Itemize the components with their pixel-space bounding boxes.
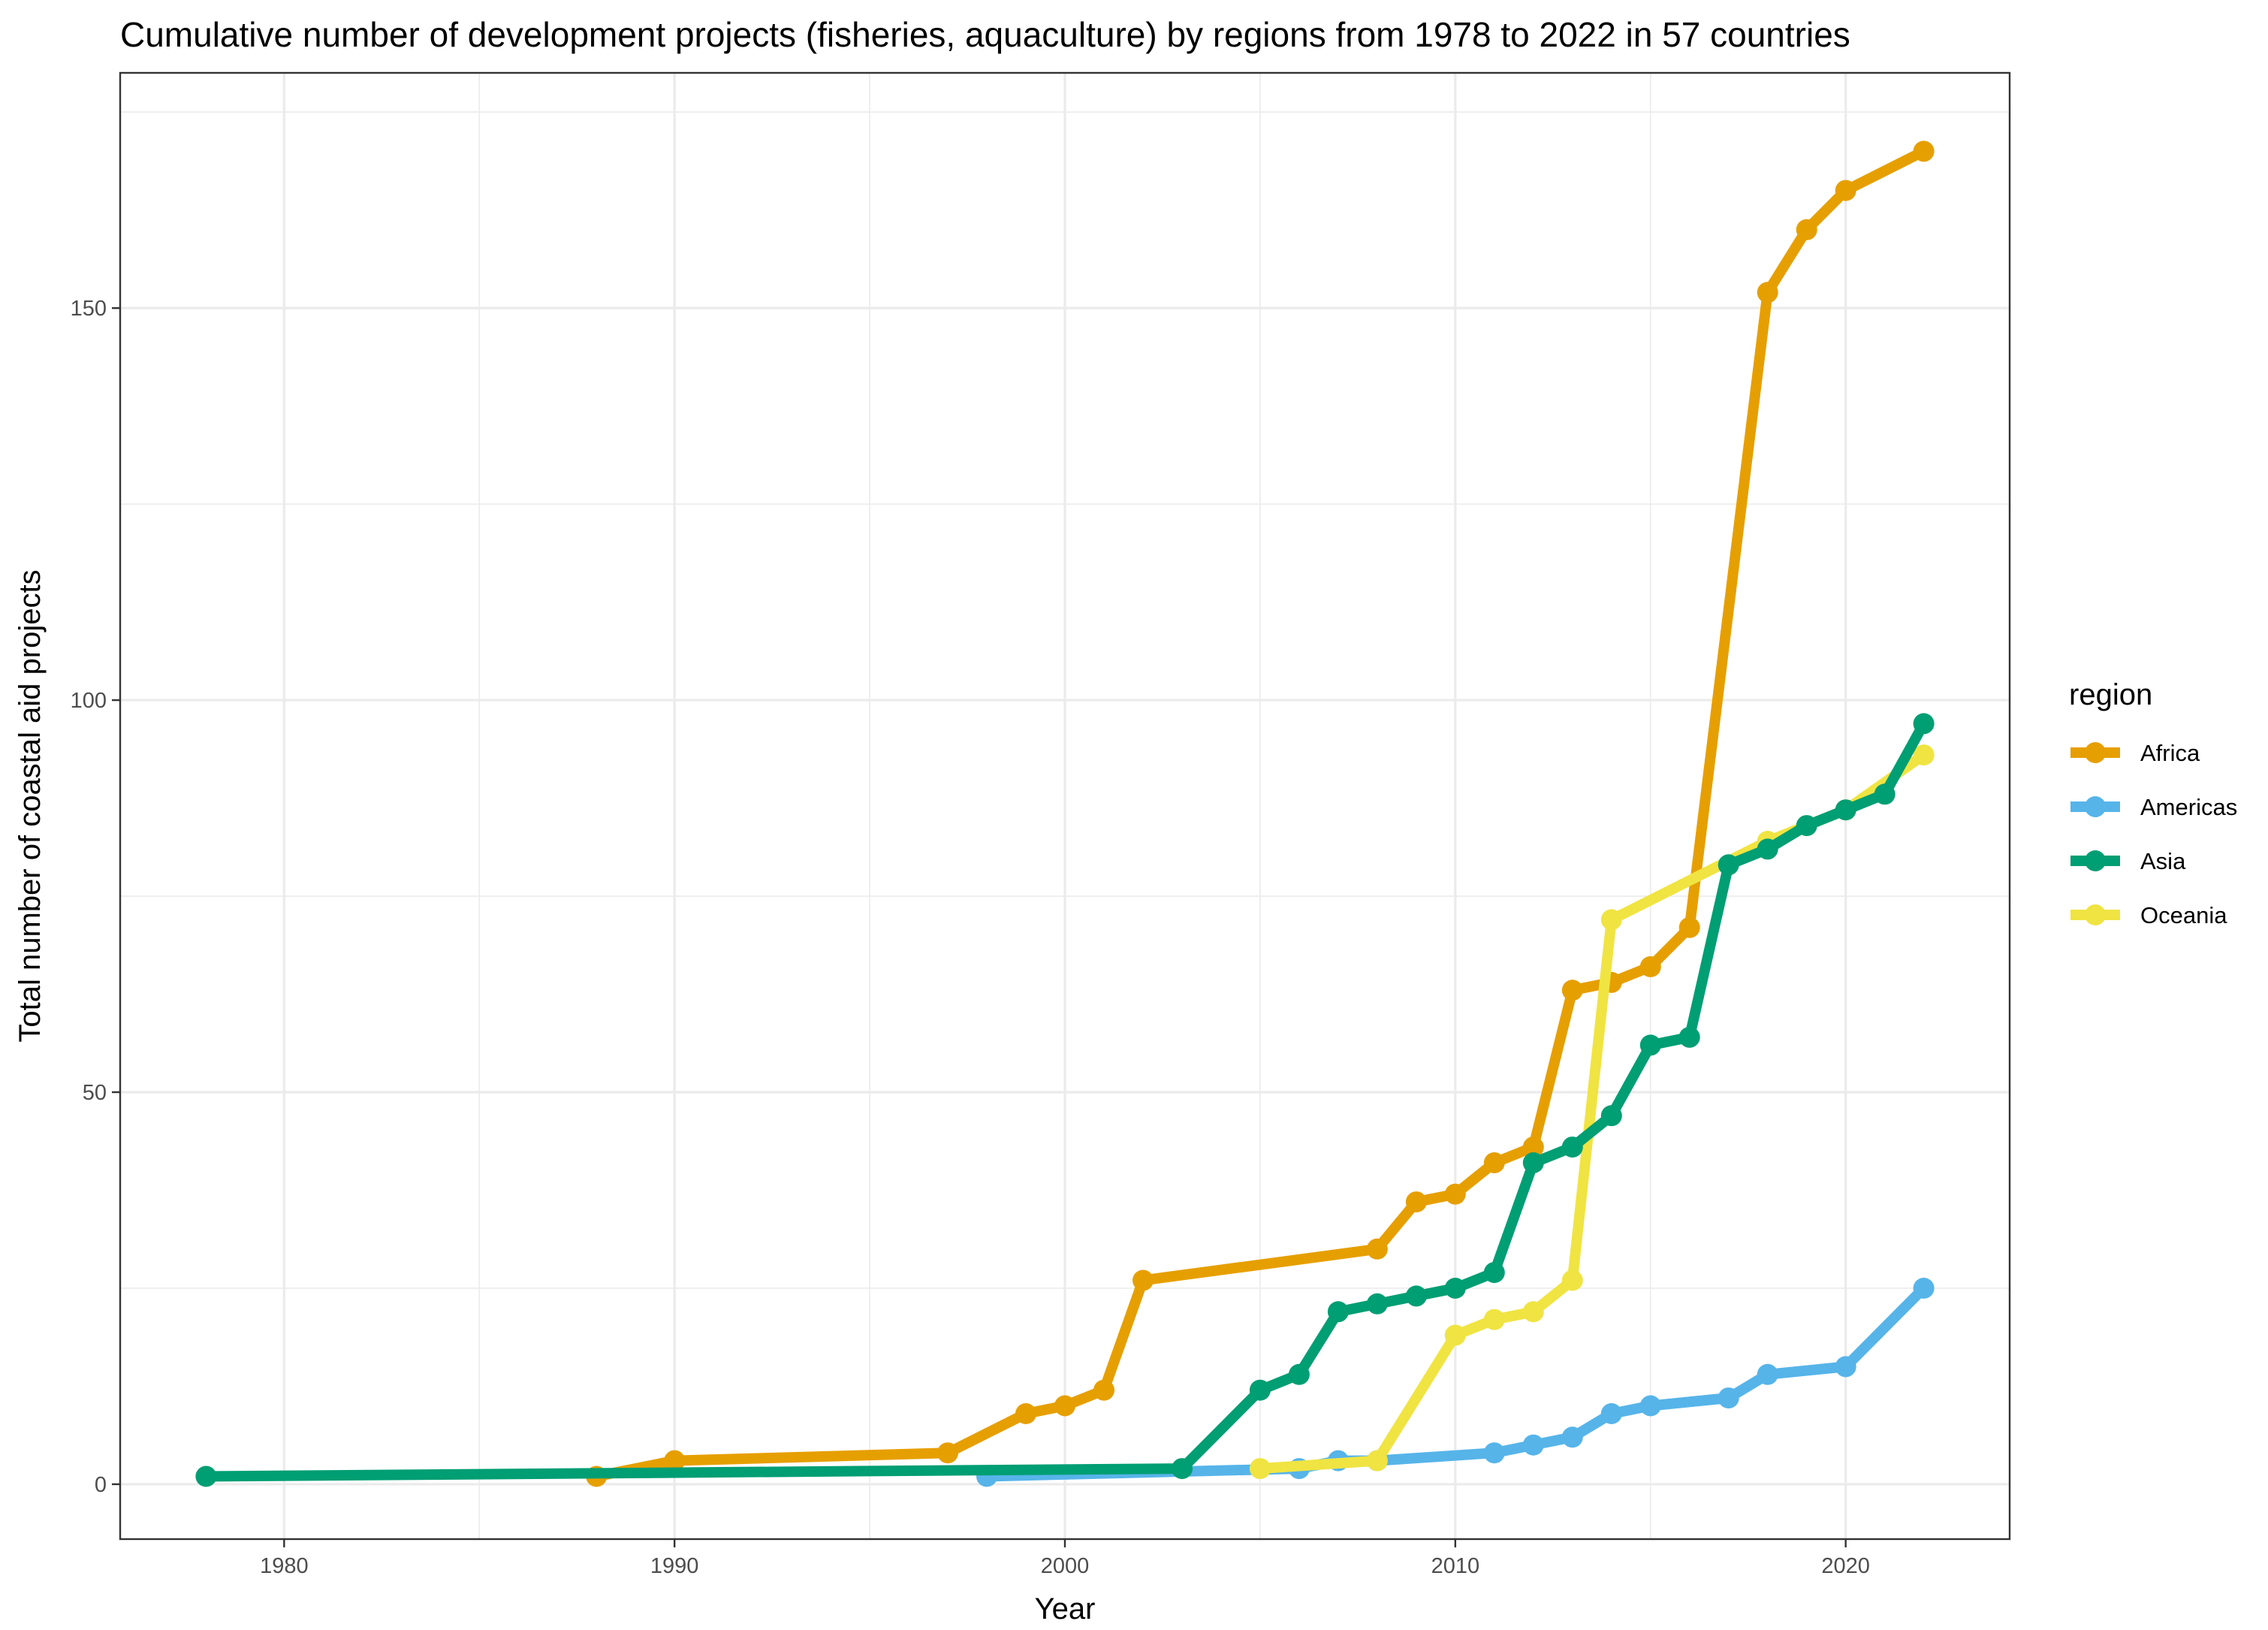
data-point-americas [1483, 1442, 1505, 1464]
x-tick-label: 1990 [650, 1554, 699, 1578]
data-point-africa [1561, 980, 1583, 1001]
data-point-africa [664, 1450, 686, 1472]
legend-label: Oceania [2140, 902, 2227, 928]
legend-item-asia: Asia [2070, 848, 2186, 874]
data-point-africa [1366, 1238, 1388, 1260]
y-tick-label: 50 [83, 1081, 107, 1105]
legend-label: Americas [2140, 794, 2237, 820]
legend-title: region [2069, 678, 2152, 711]
legend-key-point [2085, 742, 2106, 763]
data-point-africa [1913, 140, 1935, 162]
data-point-africa [1639, 956, 1661, 977]
y-tick-label: 100 [71, 689, 107, 713]
data-point-asia [1718, 854, 1739, 876]
legend: region Africa Americas Asia Oceania [2069, 678, 2237, 928]
data-point-oceania [1913, 744, 1935, 766]
x-tick-label: 1980 [260, 1554, 309, 1578]
data-point-africa [1444, 1183, 1466, 1205]
data-point-africa [1757, 282, 1778, 303]
data-point-africa [1522, 1136, 1544, 1158]
data-point-asia [1796, 815, 1817, 837]
plot-panel [119, 71, 2011, 1541]
grid-major [120, 73, 2010, 1539]
x-tick-label: 2000 [1041, 1554, 1090, 1578]
data-point-asia [1913, 713, 1935, 735]
legend-key-point [2085, 850, 2106, 871]
data-point-africa [1405, 1191, 1427, 1213]
legend-item-africa: Africa [2070, 740, 2200, 766]
y-tick-label: 150 [71, 297, 107, 321]
data-point-oceania [1561, 1269, 1583, 1291]
data-point-asia [1561, 1136, 1583, 1158]
data-point-africa [937, 1442, 958, 1464]
data-point-asia [1172, 1458, 1193, 1480]
series-asia [195, 713, 1935, 1487]
x-tick-label: 2010 [1431, 1554, 1480, 1578]
data-point-africa [1054, 1395, 1075, 1417]
data-point-africa [1132, 1269, 1154, 1291]
data-point-oceania [1600, 909, 1622, 931]
data-point-africa [1835, 180, 1856, 201]
data-point-asia [195, 1465, 217, 1487]
x-tick-label: 2020 [1821, 1554, 1870, 1578]
data-point-asia [1366, 1293, 1388, 1315]
data-point-africa [1483, 1152, 1505, 1173]
data-point-asia [1639, 1034, 1661, 1056]
data-point-asia [1327, 1301, 1349, 1323]
legend-label: Asia [2140, 848, 2186, 874]
chart-title: Cumulative number of development project… [120, 15, 1850, 54]
data-point-asia [1405, 1285, 1427, 1307]
data-point-americas [1913, 1278, 1935, 1299]
data-point-americas [1718, 1387, 1739, 1409]
legend-label: Africa [2140, 740, 2200, 766]
y-axis: 0 50 100 150 [71, 297, 120, 1497]
data-point-oceania [1522, 1301, 1544, 1323]
legend-item-oceania: Oceania [2070, 902, 2227, 928]
data-point-americas [1835, 1356, 1856, 1378]
data-point-asia [1444, 1278, 1466, 1299]
data-point-asia [1757, 838, 1778, 860]
data-point-americas [1757, 1363, 1778, 1385]
data-point-africa [1093, 1379, 1114, 1401]
data-point-asia [1835, 799, 1856, 821]
data-point-americas [1639, 1395, 1661, 1417]
data-point-asia [1600, 1105, 1622, 1127]
data-point-asia [1874, 783, 1896, 805]
data-point-asia [1483, 1262, 1505, 1284]
data-point-africa [1015, 1403, 1036, 1424]
data-point-asia [1522, 1152, 1544, 1173]
data-point-americas [1522, 1434, 1544, 1456]
data-point-americas [1561, 1426, 1583, 1448]
legend-key-point [2085, 904, 2106, 925]
x-axis: 1980 1990 2000 2010 2020 [260, 1539, 1870, 1578]
series-layer [195, 140, 1935, 1487]
legend-item-americas: Americas [2070, 794, 2237, 820]
legend-key-point [2085, 796, 2106, 817]
data-point-oceania [1249, 1458, 1271, 1480]
x-axis-title: Year [1035, 1592, 1096, 1625]
y-axis-title: Total number of coastal aid projects [14, 569, 47, 1042]
data-point-africa [1796, 219, 1817, 240]
data-point-oceania [1366, 1450, 1388, 1472]
legend-items: Africa Americas Asia Oceania [2070, 740, 2237, 928]
data-point-asia [1288, 1363, 1310, 1385]
data-point-asia [1678, 1026, 1700, 1048]
data-point-africa [1678, 916, 1700, 938]
data-point-americas [1600, 1403, 1622, 1424]
data-point-oceania [1444, 1324, 1466, 1346]
y-tick-label: 0 [95, 1473, 107, 1497]
data-point-asia [1249, 1379, 1271, 1401]
data-point-oceania [1483, 1309, 1505, 1330]
